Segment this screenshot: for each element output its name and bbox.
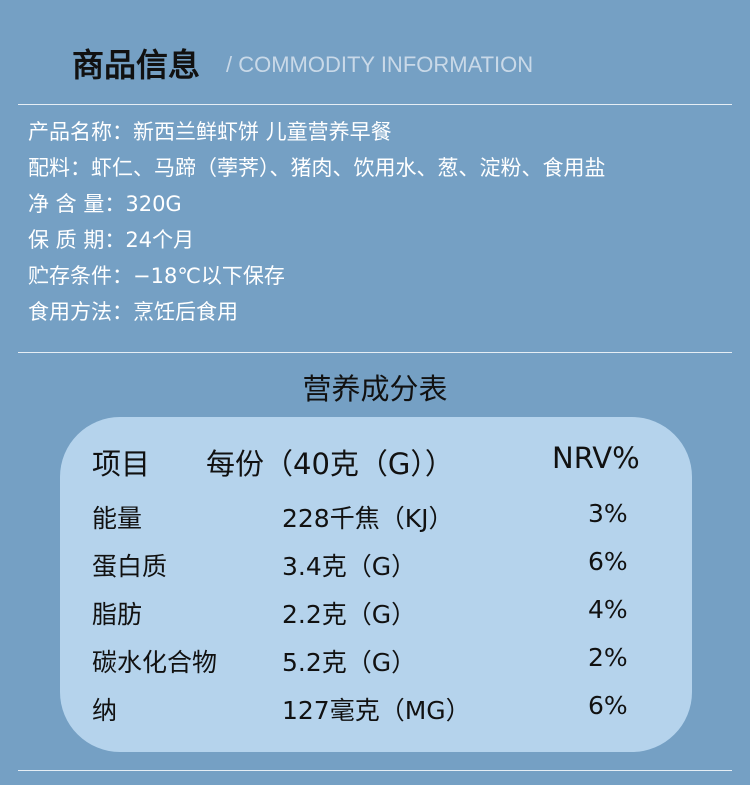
nutrient-nrv: 6% — [588, 547, 628, 576]
header-item: 项目 — [92, 447, 151, 481]
nutrient-amount: 127毫克（MG） — [282, 696, 471, 725]
product-info: 产品名称：新西兰鲜虾饼 儿童营养早餐 配料：虾仁、马蹄（荸荠）、猪肉、饮用水、葱… — [28, 114, 606, 330]
info-storage: 贮存条件：−18℃以下保存 — [28, 264, 285, 288]
info-usage: 食用方法：烹饪后食用 — [28, 300, 238, 324]
nutrient-name: 脂肪 — [92, 600, 143, 629]
nutrient-amount: 228千焦（KJ） — [282, 504, 454, 533]
nutrient-name: 碳水化合物 — [92, 648, 218, 677]
divider — [18, 352, 732, 353]
nutrient-name: 蛋白质 — [92, 552, 168, 581]
divider — [18, 104, 732, 105]
nutrient-nrv: 6% — [588, 691, 628, 720]
nutrient-nrv: 4% — [588, 595, 628, 624]
info-shelf-life: 保 质 期：24个月 — [28, 228, 195, 252]
nutrient-amount: 5.2克（G） — [282, 648, 417, 677]
section-subtitle: / COMMODITY INFORMATION — [226, 52, 534, 77]
nutrient-amount: 2.2克（G） — [282, 600, 417, 629]
info-net-weight: 净 含 量：320G — [28, 192, 182, 216]
info-ingredients: 配料：虾仁、马蹄（荸荠）、猪肉、饮用水、葱、淀粉、食用盐 — [28, 156, 606, 180]
nutrient-nrv: 2% — [588, 643, 628, 672]
nutrition-title: 营养成分表 — [302, 372, 448, 406]
info-name: 产品名称：新西兰鲜虾饼 儿童营养早餐 — [28, 120, 392, 144]
nutrient-nrv: 3% — [588, 499, 628, 528]
nutrient-amount: 3.4克（G） — [282, 552, 417, 581]
divider — [18, 770, 732, 771]
nutrition-table: 项目 每份（40克（G）） NRV% 能量 228千焦（KJ） 3% 蛋白质 3.4克（… — [60, 417, 692, 752]
header-per-serving: 每份（40克（G）） — [206, 447, 454, 481]
nutrient-name: 纳 — [92, 696, 118, 725]
header-nrv: NRV% — [552, 441, 640, 475]
nutrient-name: 能量 — [92, 504, 143, 533]
section-title: 商品信息 — [72, 46, 201, 84]
